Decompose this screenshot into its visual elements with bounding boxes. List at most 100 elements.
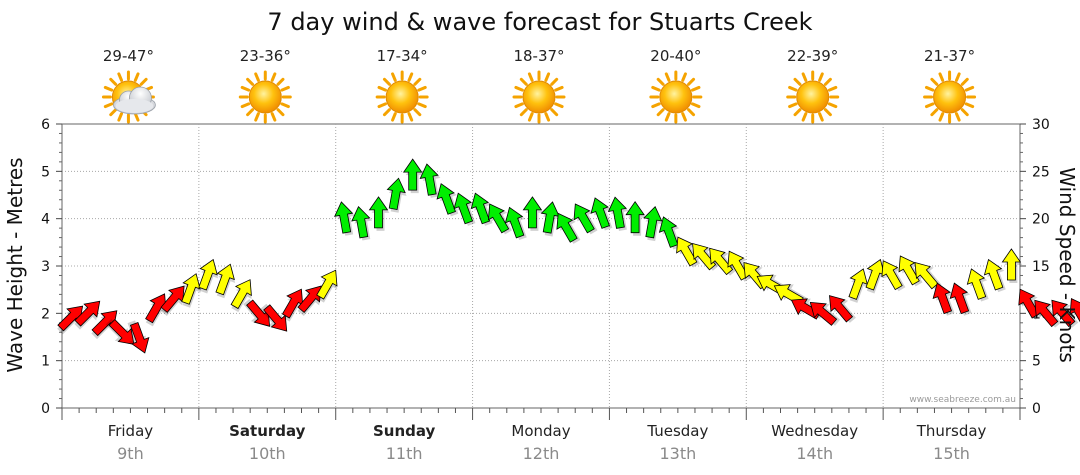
day-name-label: Thursday <box>916 422 987 440</box>
wind-arrow-shape <box>590 197 610 229</box>
sun-ray <box>382 108 391 117</box>
sun-ray <box>554 85 564 92</box>
sun-disc <box>385 80 419 114</box>
wind-arrow-shape <box>1051 299 1076 328</box>
wind-arrow <box>74 300 101 330</box>
wind-arrow-shape <box>658 216 679 248</box>
sun-disc <box>522 80 556 114</box>
sun-icon <box>786 70 840 124</box>
sun-ray <box>964 85 975 92</box>
y-tick-label-right: 0 <box>1032 401 1041 417</box>
wind-arrow <box>643 205 664 242</box>
day-name-label: Saturday <box>229 422 306 440</box>
wind-arrow-shape <box>914 261 939 290</box>
sun-ray <box>664 72 671 82</box>
sun-icon <box>923 70 977 124</box>
wind-arrow-shape <box>607 196 627 229</box>
wind-arrow-shape <box>881 260 903 291</box>
sun-ray <box>240 102 251 109</box>
wind-arrow-shape <box>129 321 150 354</box>
wind-arrow <box>809 301 841 326</box>
wind-arrow-shape <box>74 300 101 327</box>
day-temp-label: 29-47° <box>103 47 154 65</box>
y-tick-label-left: 3 <box>41 259 50 275</box>
wind-arrow-shape <box>966 268 987 300</box>
wind-arrow-shape <box>692 242 717 271</box>
wind-arrow-shape <box>368 196 389 229</box>
sun-ray <box>413 77 422 86</box>
wind-arrow <box>1001 248 1023 283</box>
wind-arrow <box>607 196 629 231</box>
wind-arrow <box>573 203 598 235</box>
sun-ray <box>964 102 975 109</box>
day-temp-label: 17-34° <box>377 47 428 65</box>
sun-ray <box>276 108 285 117</box>
wind-arrow <box>230 279 252 313</box>
wind-arrow <box>590 197 613 231</box>
wind-arrow <box>522 196 544 231</box>
wind-arrow-shape <box>848 268 868 300</box>
sun-ray <box>280 102 290 109</box>
wind-arrow <box>676 236 701 268</box>
day-name-label: Wednesday <box>771 422 858 440</box>
wind-arrow <box>692 242 720 271</box>
sun-ray <box>550 108 559 117</box>
cloud-shape <box>113 86 156 115</box>
sun-disc <box>659 80 693 114</box>
wind-arrow <box>368 196 390 231</box>
sun-ray <box>417 102 427 109</box>
sun-ray <box>960 77 969 86</box>
y-axis-label-left: Wave Height - Metres <box>3 157 27 372</box>
wind-arrow <box>848 268 869 303</box>
wind-arrow-shape <box>983 258 1004 291</box>
wind-arrow-shape <box>402 158 423 191</box>
sun-ray <box>930 108 939 117</box>
sun-disc <box>796 80 830 114</box>
y-axis-label-right: Wind Speed - Knots <box>1055 167 1079 363</box>
sun-ray <box>514 102 524 109</box>
wind-arrow-shape <box>625 200 645 234</box>
sun-ray <box>270 72 277 82</box>
sun-ray <box>117 112 124 122</box>
sun-ray <box>270 112 277 122</box>
wind-arrow <box>105 318 135 345</box>
sun-ray <box>930 77 939 86</box>
wind-arrow-shape <box>809 301 838 326</box>
y-tick-label-right: 15 <box>1032 259 1050 275</box>
wind-arrow <box>914 261 942 290</box>
wind-arrow-shape <box>334 201 354 234</box>
wind-arrow-shape <box>108 319 135 345</box>
sun-ray <box>519 108 528 117</box>
wind-arrow-shape <box>215 263 235 296</box>
sun-ray <box>133 112 140 122</box>
sun-cloud-icon <box>101 70 156 124</box>
wind-arrow <box>949 282 972 316</box>
sun-ray <box>382 77 391 86</box>
sun-ray <box>519 77 528 86</box>
sun-ray <box>681 112 687 122</box>
sun-ray <box>690 102 701 109</box>
wind-arrow <box>932 282 955 316</box>
wind-arrow <box>127 320 150 354</box>
wind-arrow <box>881 260 906 292</box>
sun-ray <box>788 85 798 92</box>
sun-ray <box>651 102 661 109</box>
y-tick-label-right: 25 <box>1032 164 1050 180</box>
wind-arrow <box>966 268 989 302</box>
wind-arrow-shape <box>676 236 698 267</box>
y-tick-label-right: 5 <box>1032 354 1041 370</box>
day-temp-label: 18-37° <box>513 47 564 65</box>
sun-ray <box>139 77 148 86</box>
day-name-label: Tuesday <box>646 422 708 440</box>
wind-arrow <box>386 177 407 213</box>
sun-ray <box>823 108 832 117</box>
sun-ray <box>550 77 559 86</box>
sun-ray <box>554 102 564 109</box>
wind-arrow-shape <box>470 192 491 225</box>
wind-arrow-shape <box>316 269 338 300</box>
sun-ray <box>656 108 665 117</box>
sun-ray <box>681 72 687 82</box>
wind-arrow-shape <box>727 250 749 281</box>
sun-ray <box>818 112 824 122</box>
day-date-label: 11th <box>386 444 423 463</box>
